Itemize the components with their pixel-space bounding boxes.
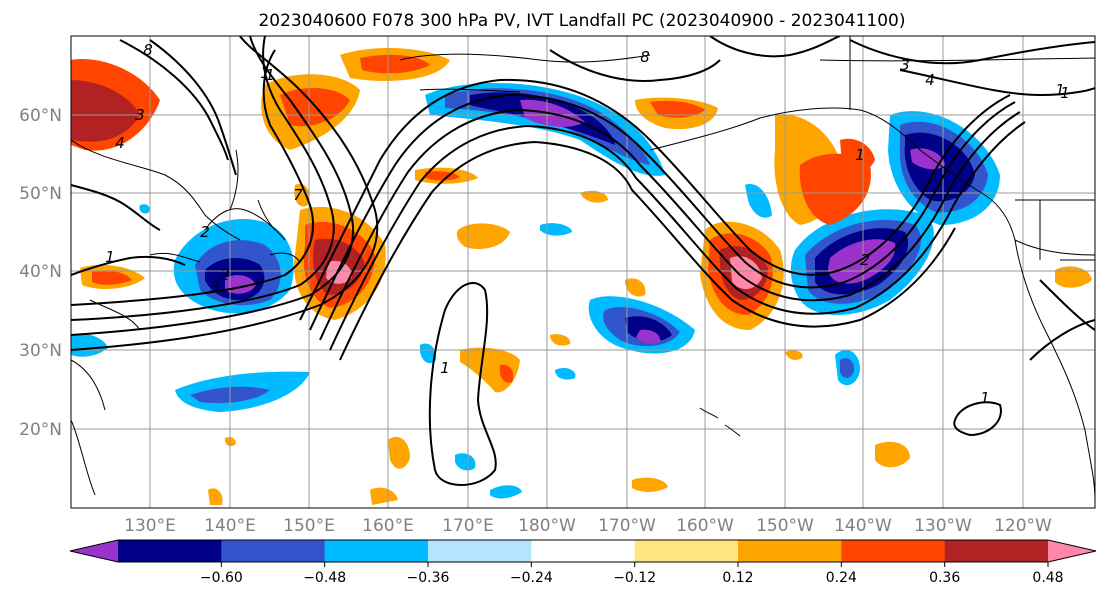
contour-label: 1	[440, 359, 450, 377]
lat-tick-label: 40°N	[19, 262, 62, 282]
colorbar-extend-max	[1048, 540, 1096, 562]
contour-label: 1	[1055, 81, 1065, 99]
colorbar-box	[531, 540, 636, 562]
chart-title: 2023040600 F078 300 hPa PV, IVT Landfall…	[258, 11, 905, 31]
ivt-contours	[71, 36, 1095, 486]
lon-tick-label: 140°W	[834, 516, 892, 536]
colorbar-tick-label: 0.48	[1032, 570, 1063, 586]
contour-label: 8	[640, 48, 650, 66]
colorbar-box	[221, 540, 326, 562]
colorbar-tick-label: −0.12	[613, 570, 656, 586]
contour-label: 1	[260, 64, 270, 82]
lon-tick-label: 170°E	[442, 516, 494, 536]
contour-label: 4	[925, 71, 935, 89]
lon-tick-label: 130°W	[914, 516, 972, 536]
contour-label: 2	[220, 266, 230, 284]
lon-tick-label: 140°E	[204, 516, 256, 536]
contour-label: 2	[860, 251, 870, 269]
colorbar-tick-label: −0.24	[510, 570, 553, 586]
lon-tick-label: 160°W	[676, 516, 734, 536]
contour-label: 1	[105, 248, 115, 266]
lat-tick-label: 60°N	[19, 106, 62, 126]
colorbar-box	[428, 540, 532, 562]
colorbar-tick-label: −0.36	[407, 570, 450, 586]
contour-label: 2	[200, 223, 210, 241]
colorbar-box	[634, 540, 739, 562]
lon-tick-label: 150°W	[756, 516, 814, 536]
contour-label: 1	[980, 389, 990, 407]
colorbar-box	[118, 540, 222, 562]
colorbar-extend-min	[70, 540, 118, 562]
map-frame	[70, 35, 1096, 509]
lat-tick-label: 50°N	[19, 184, 62, 204]
lon-tick-label: 120°W	[994, 516, 1052, 536]
lon-tick-label: 130°E	[124, 516, 176, 536]
contour-label: 4	[115, 134, 125, 152]
contour-label: 3	[210, 278, 220, 296]
colorbar-tick-label: 0.24	[826, 570, 857, 586]
contour-label: 1	[1060, 84, 1070, 102]
colorbar-tick-label: 0.12	[722, 570, 753, 586]
contour-label: 8	[143, 41, 153, 59]
latitude-ticks: 60°N 50°N 40°N 30°N 20°N	[19, 106, 62, 440]
colorbar-box	[841, 540, 946, 562]
colorbar-tick-label: 0.36	[929, 570, 960, 586]
colorbar-tick-label: −0.60	[200, 570, 243, 586]
contour-label: 3	[135, 106, 145, 124]
contour-label: 7	[293, 186, 303, 204]
lon-tick-label: 150°E	[283, 516, 335, 536]
longitude-ticks: 130°E 140°E 150°E 160°E 170°E 180°W 170°W 160°W…	[124, 516, 1052, 536]
colorbar-box	[944, 540, 1049, 562]
coastlines	[71, 36, 1095, 501]
lat-tick-label: 30°N	[19, 341, 62, 361]
colorbar-box	[324, 540, 429, 562]
colorbar-box	[738, 540, 842, 562]
pv-shading	[71, 48, 1092, 505]
lon-tick-label: 170°W	[598, 516, 656, 536]
colorbar-outline	[69, 539, 1097, 563]
lon-tick-label: 180°W	[518, 516, 576, 536]
contour-label: 1	[855, 146, 865, 164]
contour-label: 1	[265, 66, 275, 84]
contour-label: 3	[900, 56, 910, 74]
colorbar: −0.60 −0.48 −0.36 −0.24 −0.12 0.12 0.24 0.36 0.4…	[69, 539, 1097, 586]
lon-tick-label: 160°E	[362, 516, 414, 536]
lat-tick-label: 20°N	[19, 420, 62, 440]
colorbar-tick-label: −0.48	[303, 570, 346, 586]
